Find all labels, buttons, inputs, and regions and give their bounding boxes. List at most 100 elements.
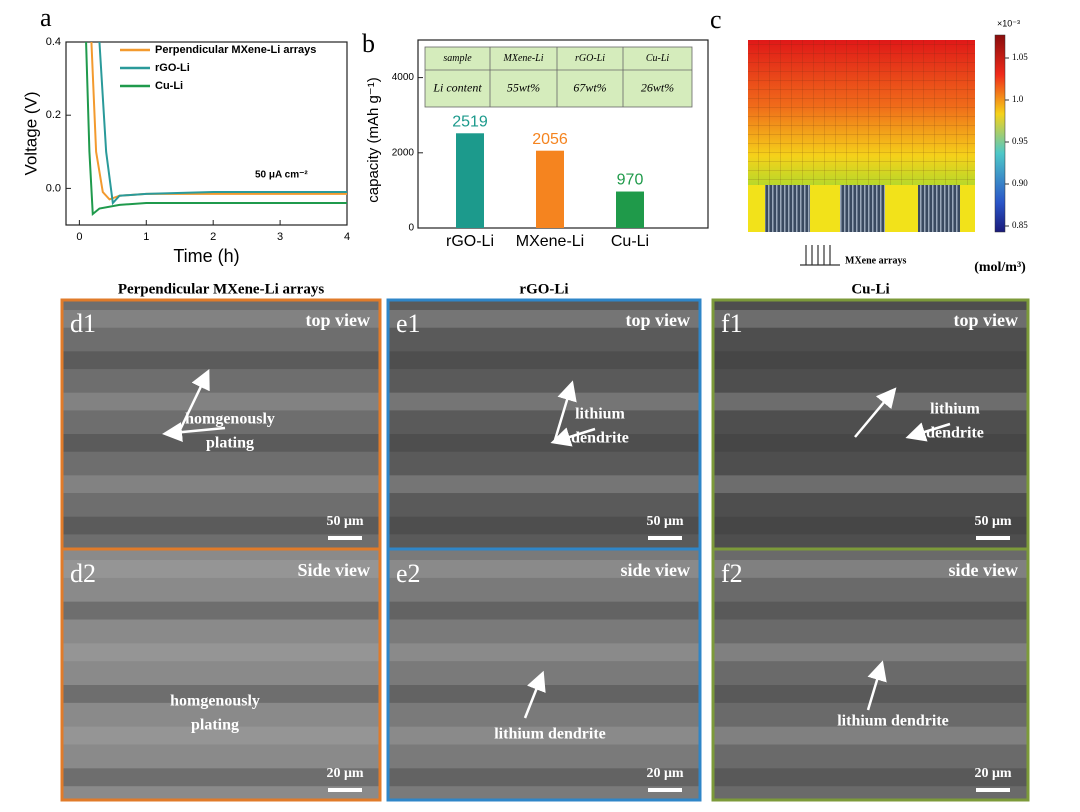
legend-entry: Perpendicular MXene-Li arrays <box>155 44 316 56</box>
sem-texture <box>388 310 700 328</box>
panel-label: b <box>362 29 375 58</box>
annotation: lithium <box>575 406 625 423</box>
sem-texture <box>62 768 380 787</box>
sem-texture <box>62 560 380 578</box>
table-cell: 26wt% <box>641 80 674 94</box>
scale-label: 50 μm <box>646 514 683 529</box>
y-tick-label: 0.4 <box>46 36 61 48</box>
mxene-array <box>918 185 960 232</box>
sem-texture <box>62 685 380 703</box>
y-tick-label: 0 <box>408 223 414 234</box>
panel-label: a <box>40 3 52 32</box>
annotation: homgenously <box>185 411 275 428</box>
bar <box>456 133 484 228</box>
view-label: side view <box>949 560 1019 580</box>
bar <box>616 191 644 228</box>
annotation: lithium dendrite <box>494 726 606 743</box>
y-tick-label: 0.2 <box>46 109 61 121</box>
sem-image <box>713 550 1028 800</box>
table-bg <box>424 46 693 108</box>
sem-texture <box>713 685 1028 703</box>
view-label: top view <box>306 310 371 330</box>
table-cell: 55wt% <box>507 80 540 94</box>
sem-texture <box>713 516 1028 535</box>
panel-title: rGO-Li <box>519 281 568 297</box>
scale-label: 20 μm <box>326 766 363 781</box>
sub-panel-label: d1 <box>70 309 96 338</box>
scale-label: 20 μm <box>974 766 1011 781</box>
series-line <box>85 41 347 217</box>
panel-label: c <box>710 5 722 34</box>
sem-texture <box>62 475 380 494</box>
table-cell: Li content <box>432 80 482 94</box>
sem-texture <box>62 643 380 662</box>
sem-texture <box>713 726 1028 745</box>
sem-texture <box>388 643 700 662</box>
x-tick-label: 3 <box>277 231 283 243</box>
scale-label: 20 μm <box>646 766 683 781</box>
legend-entry: Cu-Li <box>155 80 183 92</box>
arrow <box>162 422 226 443</box>
arrow <box>905 422 951 442</box>
sem-texture <box>713 310 1028 328</box>
sem-texture <box>713 475 1028 494</box>
value-label: 2519 <box>452 114 488 131</box>
scale-label: 50 μm <box>326 514 363 529</box>
sem-texture <box>388 560 700 578</box>
sem-texture <box>713 392 1028 411</box>
colorbar-tick-label: 0.90 <box>1012 178 1028 188</box>
sem-texture <box>62 392 380 411</box>
arrow <box>523 670 546 719</box>
panel-title: Cu-Li <box>851 281 889 297</box>
sub-panel-label: f1 <box>721 309 743 338</box>
x-tick-label: 2 <box>210 231 216 243</box>
annotation: dendrite <box>926 425 984 442</box>
annotation: lithium dendrite <box>837 713 949 730</box>
sem-texture <box>388 475 700 494</box>
x-tick-label: Cu-Li <box>611 233 649 250</box>
sem-texture <box>62 516 380 535</box>
sem-image <box>713 300 1028 548</box>
sem-texture <box>388 351 700 370</box>
colorbar-tick-label: 0.85 <box>1012 220 1028 230</box>
arrow <box>178 368 210 431</box>
scale-label: 50 μm <box>974 514 1011 529</box>
series-line <box>90 41 347 201</box>
sem-image <box>62 550 380 800</box>
sem-texture <box>62 601 380 620</box>
y-tick-label: 0.0 <box>46 182 61 194</box>
y-tick-label: 4000 <box>392 72 415 83</box>
colorbar <box>994 34 1006 233</box>
plot-frame <box>65 41 348 226</box>
x-tick-label: 0 <box>76 231 82 243</box>
sem-texture <box>713 560 1028 578</box>
y-axis-label: Voltage (V) <box>21 91 40 175</box>
arrow <box>866 660 887 711</box>
view-label: Side view <box>297 560 370 580</box>
arrow <box>550 427 596 447</box>
sem-texture <box>713 351 1028 370</box>
view-label: top view <box>626 310 691 330</box>
x-tick-label: 1 <box>143 231 149 243</box>
view-label: side view <box>621 560 691 580</box>
sem-image <box>62 300 380 548</box>
annotation: lithium <box>930 401 980 418</box>
mxene-array <box>840 185 885 232</box>
sem-texture <box>713 434 1028 452</box>
value-label: 2056 <box>532 131 568 148</box>
sem-image <box>388 550 700 800</box>
table-cell: sample <box>443 53 472 64</box>
table-cell: Cu-Li <box>646 53 670 64</box>
value-label: 970 <box>617 172 644 189</box>
y-axis-label: capacity (mAh g⁻¹) <box>365 77 382 202</box>
table-cell: 67wt% <box>573 80 606 94</box>
table-cell: rGO-Li <box>575 53 605 64</box>
annotation: plating <box>191 717 239 734</box>
sem-texture <box>388 434 700 452</box>
sem-texture <box>713 601 1028 620</box>
colorbar-tick-label: 1.0 <box>1012 94 1024 104</box>
sem-texture <box>388 726 700 745</box>
bar <box>536 150 564 228</box>
view-label: top view <box>954 310 1019 330</box>
